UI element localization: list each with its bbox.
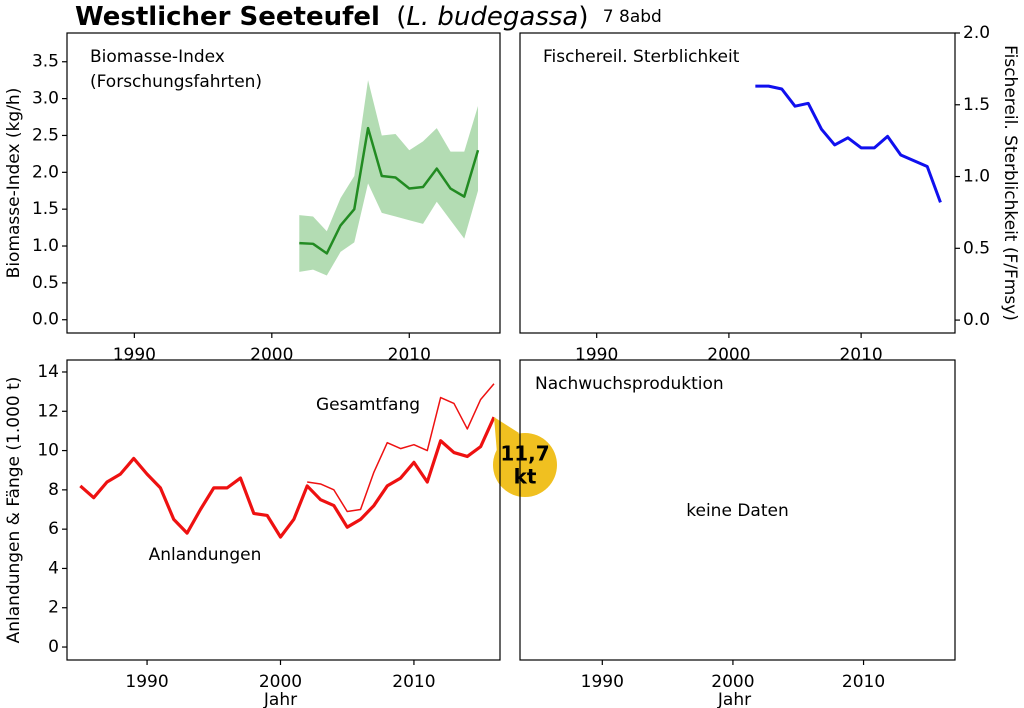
- callout-value: 11,7: [500, 442, 549, 466]
- y-tick-label: 0.0: [32, 310, 59, 330]
- panel-frame: [519, 32, 956, 334]
- panel-label: Nachwuchsproduktion: [535, 374, 724, 394]
- title-species: L. budegassa: [406, 2, 578, 32]
- x-tick-label: 2010: [842, 672, 885, 692]
- x-tick-label: 1990: [125, 672, 168, 692]
- title-area: 7 8abd: [603, 7, 662, 27]
- x-tick-label: 2000: [707, 345, 750, 365]
- y-tick-label: 2.0: [963, 23, 990, 43]
- x-tick-label: 1990: [581, 672, 624, 692]
- y-tick-label: 1.5: [963, 95, 990, 115]
- x-axis-title: Jahr: [717, 690, 751, 708]
- data-line: [79, 416, 496, 539]
- y-tick-label: 2.5: [32, 125, 59, 145]
- title-bracket: (: [396, 2, 406, 32]
- panel-label: Fischereil. Sterblichkeit: [543, 47, 740, 67]
- x-tick-label: 2010: [388, 345, 431, 365]
- no-data-note: keine Daten: [686, 501, 788, 521]
- data-line: [299, 126, 480, 255]
- y-tick-label: 14: [37, 362, 59, 382]
- title-bracket: ): [578, 2, 588, 32]
- y-tick-label: 0.5: [963, 238, 990, 258]
- y-tick-label: 0.5: [32, 273, 59, 293]
- callout-unit: kt: [514, 465, 537, 489]
- y-tick-label: 8: [48, 480, 59, 500]
- y-axis-title: Anlandungen & Fänge (1.000 t): [4, 377, 24, 644]
- title-main: Westlicher Seeteufel: [75, 2, 380, 32]
- y-tick-label: 3.0: [32, 89, 59, 109]
- x-tick-label: 2010: [392, 672, 435, 692]
- y-axis-title: Biomasse-Index (kg/h): [4, 88, 24, 279]
- y-axis-title: Fischereil. Sterblichkeit (F/Fmsy): [1000, 45, 1020, 321]
- y-tick-label: 4: [48, 558, 59, 578]
- y-tick-label: 0: [48, 637, 59, 657]
- y-tick-label: 1.0: [32, 236, 59, 256]
- x-tick-label: 2000: [259, 672, 302, 692]
- panel-frame: [66, 359, 501, 661]
- y-tick-label: 0.0: [963, 310, 990, 330]
- x-tick-label: 2010: [839, 345, 882, 365]
- panel-frame: [66, 32, 501, 334]
- callout-bubble: [493, 433, 557, 497]
- y-tick-label: 2.0: [32, 162, 59, 182]
- panel-frame: [519, 359, 956, 661]
- x-tick-label: 2000: [711, 672, 754, 692]
- series-label: Anlandungen: [149, 545, 262, 565]
- y-tick-label: 1.5: [32, 199, 59, 219]
- series-label: Gesamtfang: [316, 395, 420, 415]
- data-line: [307, 383, 495, 513]
- x-tick-label: 1990: [113, 345, 156, 365]
- x-tick-label: 1990: [575, 345, 618, 365]
- y-tick-label: 3.5: [32, 52, 59, 72]
- x-tick-label: 2000: [250, 345, 293, 365]
- y-tick-label: 10: [37, 441, 59, 461]
- chart-title: Westlicher Seeteufel (L. budegassa) 7 8a…: [75, 2, 662, 32]
- panel-label: Biomasse-Index: [90, 47, 225, 67]
- data-line: [755, 84, 942, 203]
- panel-label: (Forschungsfahrten): [90, 72, 262, 92]
- x-axis-title: Jahr: [263, 690, 297, 708]
- y-tick-label: 6: [48, 519, 59, 539]
- y-tick-label: 12: [37, 401, 59, 421]
- y-tick-label: 1.0: [963, 167, 990, 187]
- y-tick-label: 2: [48, 598, 59, 618]
